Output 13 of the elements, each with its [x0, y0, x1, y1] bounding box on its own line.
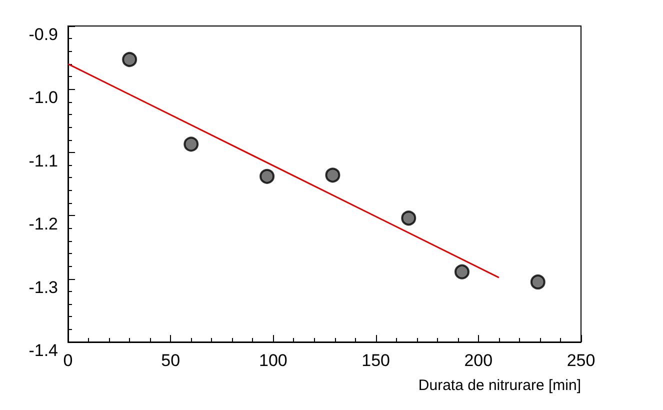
y-tick-label: -0.9 [28, 25, 58, 44]
y-tick-label: -1.3 [28, 278, 58, 297]
x-tick-label: 100 [259, 351, 288, 370]
y-tick-label: -1.2 [28, 214, 58, 234]
x-tick-label: 150 [362, 351, 390, 370]
x-tick-label: 0 [63, 351, 73, 370]
y-tick-label: -1.4 [28, 341, 58, 360]
y-tick-label: -1.1 [28, 151, 58, 170]
x-tick-label: 200 [464, 351, 493, 370]
x-tick-label: 50 [161, 351, 180, 370]
y-tick-label: -1.0 [28, 88, 58, 108]
x-tick-label: 250 [566, 351, 596, 370]
x-axis-title: Durata de nitrurare [min] [418, 377, 581, 394]
